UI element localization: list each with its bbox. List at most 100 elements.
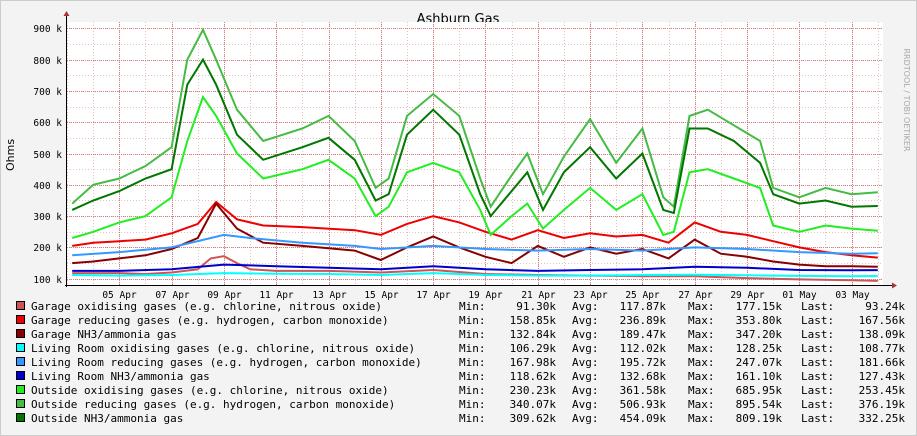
series-lines <box>71 27 878 282</box>
legend-max-value: 809.19k <box>736 412 783 425</box>
legend-max-value: 347.20k <box>736 328 783 341</box>
legend-max-label: Max: <box>688 328 715 341</box>
legend-min-label: Min: <box>459 300 486 313</box>
legend-last-value: 127.43k <box>859 370 906 383</box>
x-tick-label: 19 Apr <box>468 290 503 301</box>
legend-max-label: Max: <box>688 342 715 355</box>
x-tick-label: 09 Apr <box>207 290 242 301</box>
x-tick-label: 29 Apr <box>730 290 765 301</box>
legend-last-value: 167.56k <box>859 314 906 327</box>
legend-min-value: 230.23k <box>510 384 557 397</box>
legend-max-value: 247.07k <box>736 356 783 369</box>
legend-label: Outside NH3/ammonia gas <box>31 412 183 425</box>
legend-last-label: Last: <box>801 412 834 425</box>
legend-avg-label: Avg: <box>572 300 599 313</box>
legend-avg-label: Avg: <box>572 356 599 369</box>
legend-min-value: 91.30k <box>516 300 556 313</box>
plot-area <box>67 22 883 285</box>
legend-avg-label: Avg: <box>572 398 599 411</box>
legend-avg-label: Avg: <box>572 370 599 383</box>
legend-last-value: 253.45k <box>859 384 906 397</box>
axis-ticks: 05 Apr 07 Apr 09 Apr 11 Apr 13 Apr 15 Apr 17 A… <box>33 24 870 301</box>
x-tick-label: 05 Apr <box>102 290 137 301</box>
legend-label: Outside reducing gases (e.g. hydrogen, c… <box>31 398 395 411</box>
legend-max-value: 161.10k <box>736 370 783 383</box>
legend-avg-value: 506.93k <box>620 398 667 411</box>
x-tick-label: 23 Apr <box>573 290 608 301</box>
x-tick-label: 13 Apr <box>312 290 347 301</box>
legend-avg-value: 195.72k <box>620 356 667 369</box>
legend-swatch <box>16 301 25 310</box>
legend-max-label: Max: <box>688 384 715 397</box>
legend-avg-value: 236.89k <box>620 314 667 327</box>
axes <box>63 11 897 289</box>
legend-last-label: Last: <box>801 314 834 327</box>
series-line-4 <box>72 272 878 278</box>
legend-label: Garage oxidising gases (e.g. chlorine, n… <box>31 300 382 313</box>
legend-min-label: Min: <box>459 398 486 411</box>
legend-min-label: Min: <box>459 328 486 341</box>
legend-label: Outside oxidising gases (e.g. chlorine, … <box>31 384 389 397</box>
legend-avg-value: 132.68k <box>620 370 667 383</box>
legend-last-label: Last: <box>801 328 834 341</box>
legend-max-label: Max: <box>688 314 715 327</box>
legend-min-label: Min: <box>459 412 486 425</box>
legend-max-label: Max: <box>688 398 715 411</box>
legend-last-value: 332.25k <box>859 412 906 425</box>
legend-min-label: Min: <box>459 342 486 355</box>
y-tick-label: 100 k <box>33 275 62 286</box>
series-line-9 <box>71 57 878 218</box>
legend-avg-value: 112.02k <box>620 342 667 355</box>
legend-swatch <box>16 315 25 324</box>
legend-avg-value: 454.09k <box>620 412 667 425</box>
legend-last-label: Last: <box>801 300 834 313</box>
legend-swatch <box>16 343 25 352</box>
y-tick-label: 400 k <box>33 181 62 192</box>
legend-swatch <box>16 329 25 338</box>
legend-min-label: Min: <box>459 356 486 369</box>
y-axis-label: Ohms <box>4 139 17 171</box>
x-tick-label: 01 May <box>782 290 817 301</box>
legend-last-value: 108.77k <box>859 342 906 355</box>
series-line-6 <box>72 263 878 272</box>
series-line-1 <box>72 255 878 282</box>
x-tick-label: 27 Apr <box>678 290 713 301</box>
legend-avg-value: 361.58k <box>620 384 667 397</box>
legend-label: Living Room oxidising gases (e.g. chlori… <box>31 342 415 355</box>
legend-min-value: 309.62k <box>510 412 557 425</box>
legend-label: Living Room reducing gases (e.g. hydroge… <box>31 356 422 369</box>
legend-last-value: 138.09k <box>859 328 906 341</box>
legend-max-value: 353.80k <box>736 314 783 327</box>
y-tick-label: 600 k <box>33 118 62 129</box>
legend-min-value: 158.85k <box>510 314 557 327</box>
legend: Garage oxidising gases (e.g. chlorine, n… <box>16 300 906 425</box>
legend-label: Living Room NH3/ammonia gas <box>31 370 210 383</box>
series-line-8 <box>71 27 878 209</box>
legend-label: Garage reducing gases (e.g. hydrogen, ca… <box>31 314 389 327</box>
y-tick-label: 500 k <box>33 150 62 161</box>
y-axis-arrow <box>63 11 70 16</box>
legend-last-value: 93.24k <box>865 300 905 313</box>
x-tick-label: 17 Apr <box>416 290 451 301</box>
legend-last-label: Last: <box>801 342 834 355</box>
legend-swatch <box>16 385 25 394</box>
y-tick-label: 800 k <box>33 56 62 67</box>
x-tick-label: 11 Apr <box>259 290 294 301</box>
legend-last-label: Last: <box>801 384 834 397</box>
y-tick-label: 200 k <box>33 243 62 254</box>
legend-max-value: 128.25k <box>736 342 783 355</box>
legend-min-label: Min: <box>459 384 486 397</box>
legend-min-value: 340.07k <box>510 398 557 411</box>
y-tick-label: 700 k <box>33 87 62 98</box>
legend-avg-label: Avg: <box>572 342 599 355</box>
legend-max-label: Max: <box>688 356 715 369</box>
legend-label: Garage NH3/ammonia gas <box>31 328 177 341</box>
x-tick-label: 03 May <box>835 290 870 301</box>
legend-last-value: 181.66k <box>859 356 906 369</box>
legend-max-value: 685.95k <box>736 384 783 397</box>
legend-avg-label: Avg: <box>572 412 599 425</box>
series-line-5 <box>72 233 878 257</box>
legend-swatch <box>16 413 25 422</box>
legend-max-label: Max: <box>688 412 715 425</box>
